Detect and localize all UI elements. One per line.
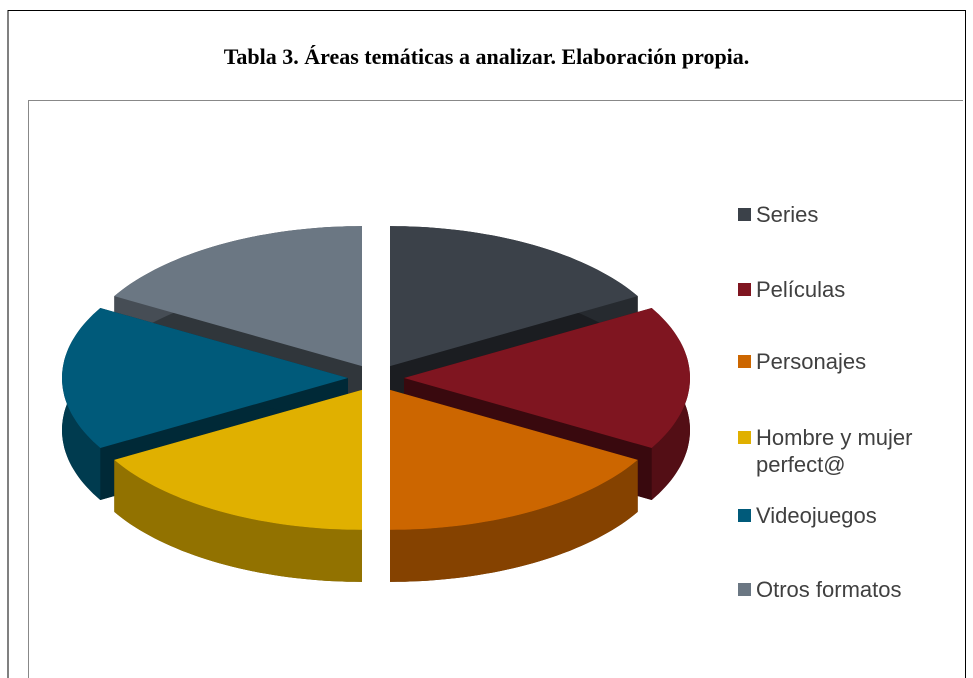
legend-label: Series <box>756 202 819 227</box>
slice-side <box>114 459 362 582</box>
slice <box>390 389 638 530</box>
legend-label: Personajes <box>756 349 867 374</box>
outer-frame <box>7 10 966 678</box>
legend-label: Hombre y mujer perfect@ <box>756 425 913 477</box>
pie <box>62 226 690 582</box>
chart-title: Tabla 3. Áreas temáticas a analizar. Ela… <box>223 44 750 69</box>
legend-item: Personajes <box>738 348 963 375</box>
legend-label: Otros formatos <box>756 577 902 602</box>
slice <box>404 308 690 448</box>
legend-swatch <box>738 355 751 368</box>
legend-item: Otros formatos <box>738 576 963 603</box>
legend-label: Películas <box>756 277 846 302</box>
legend-swatch <box>738 283 751 296</box>
slice <box>62 308 348 448</box>
legend-swatch <box>738 208 751 221</box>
slice <box>114 389 362 582</box>
slice <box>114 389 362 530</box>
slice-side <box>390 459 638 582</box>
legend-swatch <box>738 583 751 596</box>
legend-swatch <box>738 431 751 444</box>
legend-item: Videojuegos <box>738 502 963 529</box>
chart-frame <box>28 100 963 678</box>
legend-label: Videojuegos <box>756 503 877 528</box>
legend-item: Series <box>738 201 963 228</box>
legend-item: Hombre y mujer perfect@ <box>738 424 963 478</box>
slice <box>390 389 638 582</box>
slice <box>114 226 362 367</box>
slice <box>390 226 638 367</box>
legend-swatch <box>738 509 751 522</box>
legend-item: Películas <box>738 276 963 303</box>
